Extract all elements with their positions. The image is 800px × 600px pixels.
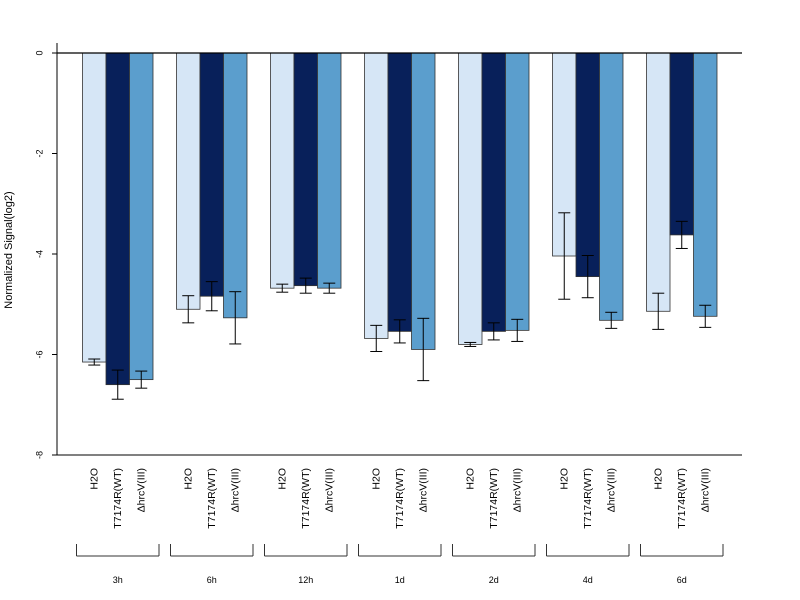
- bar-label: H2O: [182, 468, 194, 490]
- y-tick-label: -2: [34, 149, 44, 157]
- bar-label: T7174R(WT): [488, 468, 500, 529]
- bar: [293, 52, 318, 287]
- bar-label: H2O: [558, 468, 570, 490]
- y-axis-label: Normalized Signal(log2): [3, 191, 15, 308]
- y-tick-label: -6: [34, 350, 44, 358]
- error-bar: [511, 318, 524, 342]
- bar-label: H2O: [464, 468, 476, 490]
- group-bracket: [76, 544, 160, 557]
- bar-label: ΔhrcV(III): [229, 468, 241, 512]
- bars: [82, 52, 718, 386]
- bar-label: T7174R(WT): [582, 468, 594, 529]
- error-bar: [276, 283, 289, 293]
- error-bar: [229, 291, 242, 345]
- bar-label: H2O: [88, 468, 100, 490]
- group-label: 1d: [395, 575, 405, 585]
- bar-label: H2O: [652, 468, 664, 490]
- bar-label: ΔhrcV(III): [417, 468, 429, 512]
- axes: 0 -2 -4 -6 -8: [34, 42, 742, 459]
- error-bar: [464, 341, 477, 347]
- error-bar: [487, 322, 500, 341]
- bar: [505, 52, 530, 331]
- error-bar: [393, 319, 406, 344]
- bar: [411, 52, 436, 350]
- bar-label: T7174R(WT): [112, 468, 124, 529]
- bar: [364, 52, 389, 339]
- bar-label: T7174R(WT): [206, 468, 218, 529]
- group-label: 6d: [677, 575, 687, 585]
- error-bar: [558, 212, 571, 300]
- error-bar: [111, 369, 124, 400]
- bar-label: T7174R(WT): [676, 468, 688, 529]
- error-bar: [581, 255, 594, 299]
- bar-label: ΔhrcV(III): [511, 468, 523, 512]
- group-bracket: [358, 544, 442, 557]
- group-bracket: [264, 544, 348, 557]
- bar-label: H2O: [370, 468, 382, 490]
- bar: [199, 52, 224, 297]
- bar-label: ΔhrcV(III): [699, 468, 711, 512]
- error-bar: [675, 220, 688, 249]
- bar: [575, 52, 600, 278]
- bar: [176, 52, 201, 310]
- bar: [223, 52, 248, 319]
- bar: [105, 52, 130, 386]
- bar: [669, 52, 694, 236]
- bar-label: T7174R(WT): [300, 468, 312, 529]
- error-bar: [699, 304, 712, 328]
- y-tick-label: -4: [34, 250, 44, 258]
- error-bar: [88, 358, 101, 366]
- bar: [270, 52, 295, 289]
- bar-label: ΔhrcV(III): [135, 468, 147, 512]
- error-bar: [299, 277, 312, 294]
- y-tick-label: 0: [34, 50, 44, 55]
- bar-label: H2O: [276, 468, 288, 490]
- category-labels: H2O T7174R(WT) ΔhrcV(III) 3h H2O T7174R(WT) Δh…: [76, 468, 724, 585]
- bar: [458, 52, 483, 345]
- bar: [646, 52, 671, 312]
- group-bracket: [546, 544, 630, 557]
- error-bar: [182, 295, 195, 324]
- bar-label: ΔhrcV(III): [323, 468, 335, 512]
- group-label: 3h: [113, 575, 123, 585]
- bar: [599, 52, 624, 321]
- group-label: 4d: [583, 575, 593, 585]
- bar: [387, 52, 412, 332]
- error-bar: [323, 282, 336, 294]
- error-bar: [417, 317, 430, 382]
- error-bar: [652, 292, 665, 330]
- group-bracket: [452, 544, 536, 557]
- bar-label: ΔhrcV(III): [605, 468, 617, 512]
- group-bracket: [640, 544, 724, 557]
- error-bar: [135, 370, 148, 389]
- bar-label: T7174R(WT): [394, 468, 406, 529]
- bar: [82, 52, 107, 363]
- group-label: 6h: [207, 575, 217, 585]
- bar: [317, 52, 342, 289]
- bar: [129, 52, 154, 381]
- error-bars: [88, 212, 712, 400]
- error-bar: [605, 311, 618, 329]
- group-label: 12h: [298, 575, 313, 585]
- bar: [481, 52, 506, 332]
- bar: [693, 52, 718, 317]
- error-bar: [370, 324, 383, 352]
- group-label: 2d: [489, 575, 499, 585]
- group-bracket: [170, 544, 254, 557]
- y-tick-label: -8: [34, 451, 44, 459]
- error-bar: [205, 281, 218, 312]
